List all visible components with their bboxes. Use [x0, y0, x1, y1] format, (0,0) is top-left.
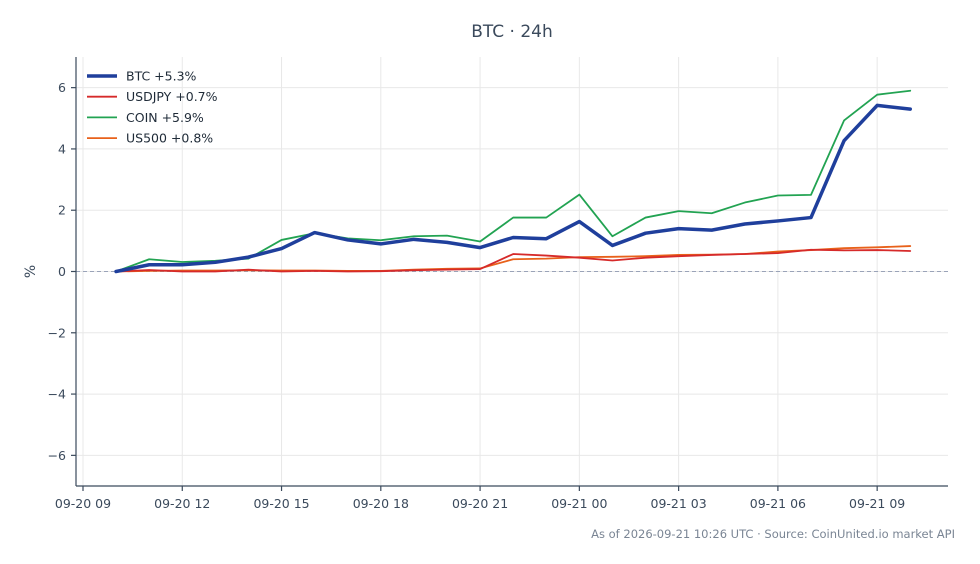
legend-label: COIN +5.9%	[126, 110, 204, 125]
y-tick-label: 6	[58, 80, 66, 95]
y-tick-label: −2	[48, 325, 66, 340]
chart-footer: As of 2026-09-21 10:26 UTC · Source: Coi…	[591, 527, 955, 541]
x-tick-label: 09-20 09	[55, 496, 111, 511]
series-line-2	[115, 89, 912, 273]
x-tick-label: 09-20 21	[452, 496, 508, 511]
x-tick-label: 09-21 06	[750, 496, 806, 511]
legend-label: US500 +0.8%	[126, 131, 213, 146]
x-tick-label: 09-20 18	[353, 496, 409, 511]
y-tick-label: 2	[58, 203, 66, 218]
x-tick-label: 09-20 15	[253, 496, 309, 511]
axes: 09-20 09 09-20 12 09-20 15 09-20 18 09-20 21…	[48, 57, 948, 511]
legend-label: USDJPY +0.7%	[126, 89, 218, 104]
chart-title: BTC · 24h	[471, 22, 553, 42]
y-tick-label: −4	[48, 387, 66, 402]
x-tick-label: 09-21 09	[849, 496, 905, 511]
series-line-1	[115, 248, 912, 273]
legend: BTC +5.3% USDJPY +0.7% COIN +5.9% US500 +0.…	[87, 69, 218, 146]
x-tick-label: 09-21 03	[651, 496, 707, 511]
x-tick-label: 09-20 12	[154, 496, 210, 511]
y-axis-label: %	[23, 265, 39, 278]
legend-label: BTC +5.3%	[126, 69, 197, 84]
x-tick-label: 09-21 00	[551, 496, 607, 511]
y-tick-label: 4	[58, 141, 66, 156]
y-tick-label: 0	[58, 264, 66, 279]
series-layer	[114, 89, 912, 274]
series-line-0	[114, 103, 912, 274]
y-tick-label: −6	[48, 448, 66, 463]
